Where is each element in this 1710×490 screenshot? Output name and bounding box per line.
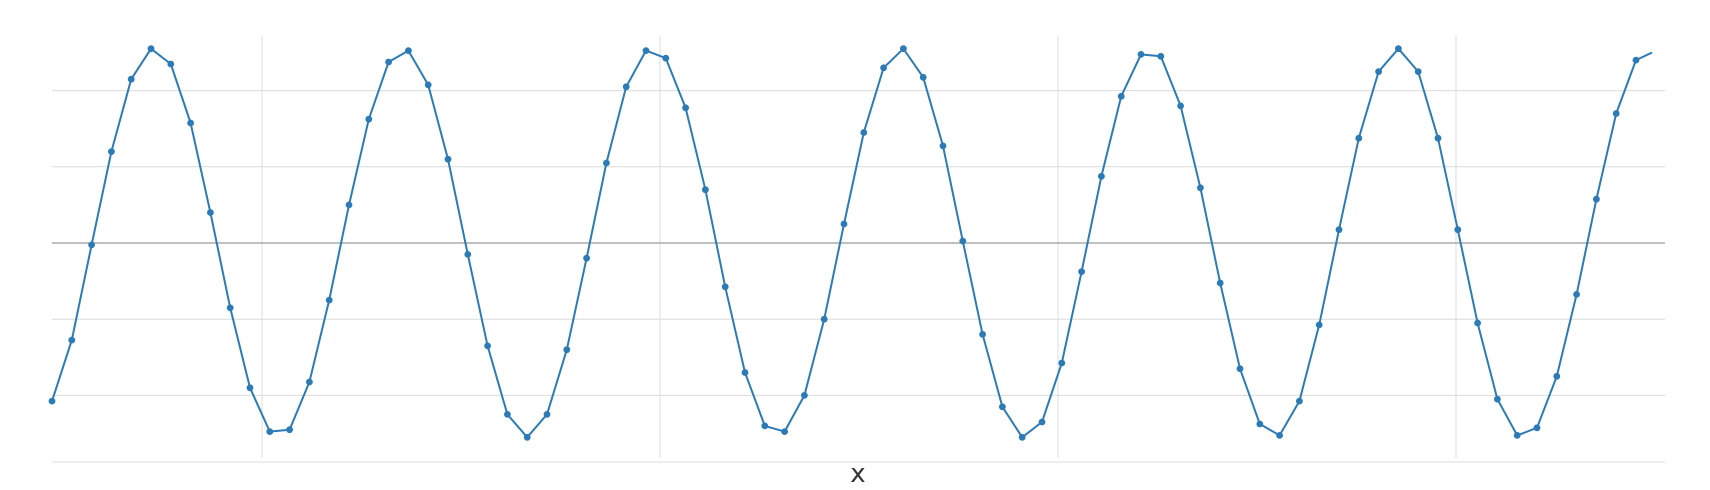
data-point — [325, 296, 333, 304]
data-point — [1018, 433, 1026, 441]
horizontal-gridlines — [52, 90, 1665, 463]
data-point — [1395, 45, 1402, 53]
data-point — [1157, 52, 1165, 60]
vertical-gridlines — [261, 36, 1457, 458]
data-point — [543, 411, 551, 418]
data-point — [1632, 56, 1640, 64]
data-point — [88, 241, 95, 249]
data-point — [1335, 226, 1343, 234]
data-point — [226, 304, 234, 312]
data-point — [266, 428, 274, 435]
data-point — [642, 47, 650, 54]
data-point — [484, 342, 491, 350]
data-point — [523, 433, 531, 441]
data-point — [1553, 372, 1561, 380]
data-point — [1474, 319, 1481, 327]
data-point — [682, 104, 689, 112]
data-point — [1612, 110, 1620, 117]
data-point — [464, 251, 472, 258]
data-point — [721, 283, 729, 291]
data-point — [1137, 51, 1145, 58]
data-point — [820, 315, 828, 323]
data-point — [1573, 291, 1580, 298]
data-point — [424, 81, 432, 89]
data-point — [246, 384, 254, 392]
data-point — [583, 254, 590, 262]
data-point — [1494, 395, 1501, 403]
data-point — [900, 45, 907, 53]
data-point — [919, 73, 927, 81]
data-point — [781, 428, 788, 435]
data-point — [1098, 172, 1105, 180]
data-point — [504, 411, 511, 418]
data-point — [1414, 68, 1422, 75]
data-point — [1216, 279, 1224, 287]
x-axis-label: x — [850, 459, 865, 489]
data-point — [860, 129, 868, 136]
data-point — [1434, 134, 1442, 142]
data-point — [444, 155, 452, 163]
data-point — [147, 45, 155, 53]
data-point — [1236, 365, 1244, 373]
data-point — [1177, 102, 1184, 110]
data-point — [1117, 92, 1125, 100]
data-point — [48, 397, 56, 405]
data-point — [1315, 321, 1323, 329]
data-point — [1533, 424, 1541, 432]
data-point — [1038, 418, 1046, 426]
data-point — [1197, 184, 1204, 192]
data-point — [108, 148, 115, 156]
data-point — [345, 201, 353, 209]
data-point — [603, 159, 610, 167]
data-point — [939, 142, 947, 150]
data-point — [959, 237, 967, 245]
data-point — [405, 47, 412, 54]
series-points — [48, 45, 1640, 441]
data-point — [979, 331, 986, 338]
data-point — [1454, 226, 1462, 234]
data-point — [1375, 68, 1382, 75]
data-point — [207, 209, 214, 216]
data-point — [1296, 397, 1303, 405]
data-point — [68, 336, 76, 344]
data-point — [127, 75, 135, 83]
data-point — [286, 426, 293, 434]
data-point — [385, 58, 392, 66]
data-point — [1276, 432, 1283, 439]
data-point — [1256, 420, 1264, 428]
data-point — [741, 369, 749, 376]
data-point — [187, 119, 195, 127]
data-point — [563, 346, 571, 354]
data-point — [167, 60, 175, 68]
data-point — [662, 54, 670, 62]
series-line — [51, 47, 1653, 439]
data-point — [306, 378, 313, 386]
data-point — [622, 83, 630, 91]
data-point — [702, 186, 709, 194]
data-point — [999, 403, 1006, 411]
data-point — [840, 220, 848, 228]
data-point — [761, 422, 769, 430]
data-point — [880, 64, 887, 72]
data-point — [365, 115, 373, 123]
data-point — [1593, 195, 1600, 203]
data-point — [1355, 134, 1363, 142]
data-point — [1513, 432, 1521, 439]
data-point — [1058, 359, 1066, 367]
data-point — [801, 392, 808, 399]
data-point — [1078, 268, 1085, 275]
